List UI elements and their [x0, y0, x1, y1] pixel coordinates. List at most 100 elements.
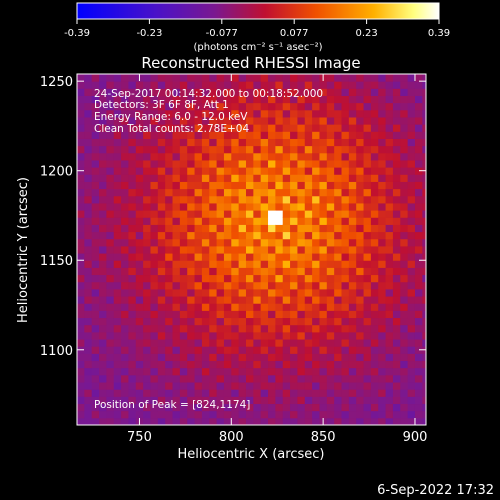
heatmap-cell	[135, 353, 144, 362]
heatmap-cell	[341, 367, 350, 376]
heatmap-cell	[422, 360, 426, 369]
heatmap-cell	[179, 360, 188, 369]
heatmap-cell	[312, 403, 320, 412]
heatmap-cell	[157, 88, 166, 96]
heatmap-cell	[77, 231, 85, 240]
heatmap-cell	[268, 339, 276, 347]
heatmap-cell	[91, 116, 100, 125]
heatmap-cell	[165, 138, 174, 147]
heatmap-cell	[407, 281, 416, 290]
heatmap-cell	[334, 238, 343, 247]
heatmap-cell	[113, 138, 122, 147]
heatmap-cell	[400, 167, 409, 175]
heatmap-cell	[143, 339, 151, 347]
heatmap-cell	[245, 253, 254, 261]
heatmap-cell	[245, 131, 254, 139]
heatmap-cell	[231, 195, 240, 204]
heatmap-cell	[113, 231, 122, 240]
heatmap-cell	[297, 389, 306, 397]
heatmap-cell	[128, 231, 137, 240]
heatmap-cell	[91, 389, 100, 397]
heatmap-cell	[290, 288, 298, 297]
heatmap-cell	[348, 253, 357, 261]
heatmap-cell	[253, 202, 262, 211]
heatmap-cell	[304, 267, 313, 276]
heatmap-cell	[106, 367, 115, 376]
heatmap-cell	[363, 296, 372, 304]
heatmap-cell	[245, 231, 254, 240]
heatmap-cell	[201, 116, 210, 125]
heatmap-cell	[326, 303, 335, 311]
heatmap-cell	[113, 396, 122, 405]
heatmap-cell	[121, 109, 129, 118]
heatmap-cell	[407, 195, 416, 204]
heatmap-cell	[275, 360, 284, 369]
heatmap-cell	[385, 138, 394, 147]
heatmap-cell	[290, 274, 298, 283]
heatmap-cell	[99, 195, 107, 204]
heatmap-cell	[77, 116, 85, 125]
heatmap-cell	[84, 253, 93, 261]
heatmap-cell	[150, 210, 159, 218]
heatmap-cell	[113, 410, 122, 419]
heatmap-cell	[143, 195, 151, 204]
heatmap-cell	[84, 281, 93, 290]
heatmap-cell	[128, 138, 137, 147]
x-axis-title: Heliocentric X (arcsec)	[178, 447, 325, 462]
heatmap-cell	[356, 267, 365, 276]
heatmap-cell	[172, 382, 181, 390]
heatmap-cell	[223, 95, 232, 104]
heatmap-cell	[356, 288, 365, 297]
heatmap-cell	[378, 145, 387, 154]
heatmap-cell	[275, 188, 284, 197]
heatmap-cell	[297, 217, 306, 225]
heatmap-cell	[216, 145, 225, 154]
heatmap-cell	[128, 238, 137, 247]
heatmap-cell	[282, 346, 291, 354]
heatmap-cell	[304, 281, 313, 290]
heatmap-cell	[194, 339, 203, 347]
heatmap-cell	[238, 389, 247, 397]
heatmap-cell	[84, 288, 93, 297]
colorbar-tick-label: -0.23	[136, 28, 162, 39]
heatmap-cell	[312, 109, 320, 118]
heatmap-cell	[84, 231, 93, 240]
heatmap-cell	[216, 374, 225, 383]
heatmap-cell	[414, 109, 423, 118]
heatmap-cell	[260, 210, 269, 218]
heatmap-cell	[99, 396, 107, 405]
heatmap-cell	[319, 296, 328, 304]
heatmap-cell	[201, 131, 210, 139]
heatmap-cell	[275, 288, 284, 297]
heatmap-cell	[392, 374, 401, 383]
heatmap-cell	[216, 253, 225, 261]
heatmap-cell	[231, 360, 240, 369]
heatmap-cell	[99, 324, 107, 333]
heatmap-cell	[121, 188, 129, 197]
heatmap-cell	[150, 181, 159, 190]
heatmap-cell	[275, 396, 284, 405]
heatmap-cell	[172, 260, 181, 268]
heatmap-cell	[165, 145, 174, 154]
heatmap-cell	[201, 324, 210, 333]
heatmap-cell	[77, 367, 85, 376]
heatmap-cell	[121, 217, 129, 225]
heatmap-cell	[106, 374, 115, 383]
heatmap-cell	[341, 152, 350, 161]
heatmap-cell	[172, 116, 181, 125]
heatmap-cell	[91, 367, 100, 376]
heatmap-cell	[422, 253, 426, 261]
heatmap-cell	[348, 353, 357, 362]
heatmap-cell	[385, 224, 394, 233]
heatmap-cell	[319, 224, 328, 233]
heatmap-cell	[282, 167, 291, 175]
heatmap-cell	[194, 403, 203, 412]
heatmap-cell	[187, 324, 196, 333]
heatmap-cell	[187, 224, 196, 233]
heatmap-cell	[304, 417, 313, 425]
heatmap-cell	[275, 410, 284, 419]
heatmap-cell	[231, 217, 240, 225]
heatmap-cell	[143, 281, 151, 290]
heatmap-cell	[135, 389, 144, 397]
heatmap-cell	[407, 231, 416, 240]
